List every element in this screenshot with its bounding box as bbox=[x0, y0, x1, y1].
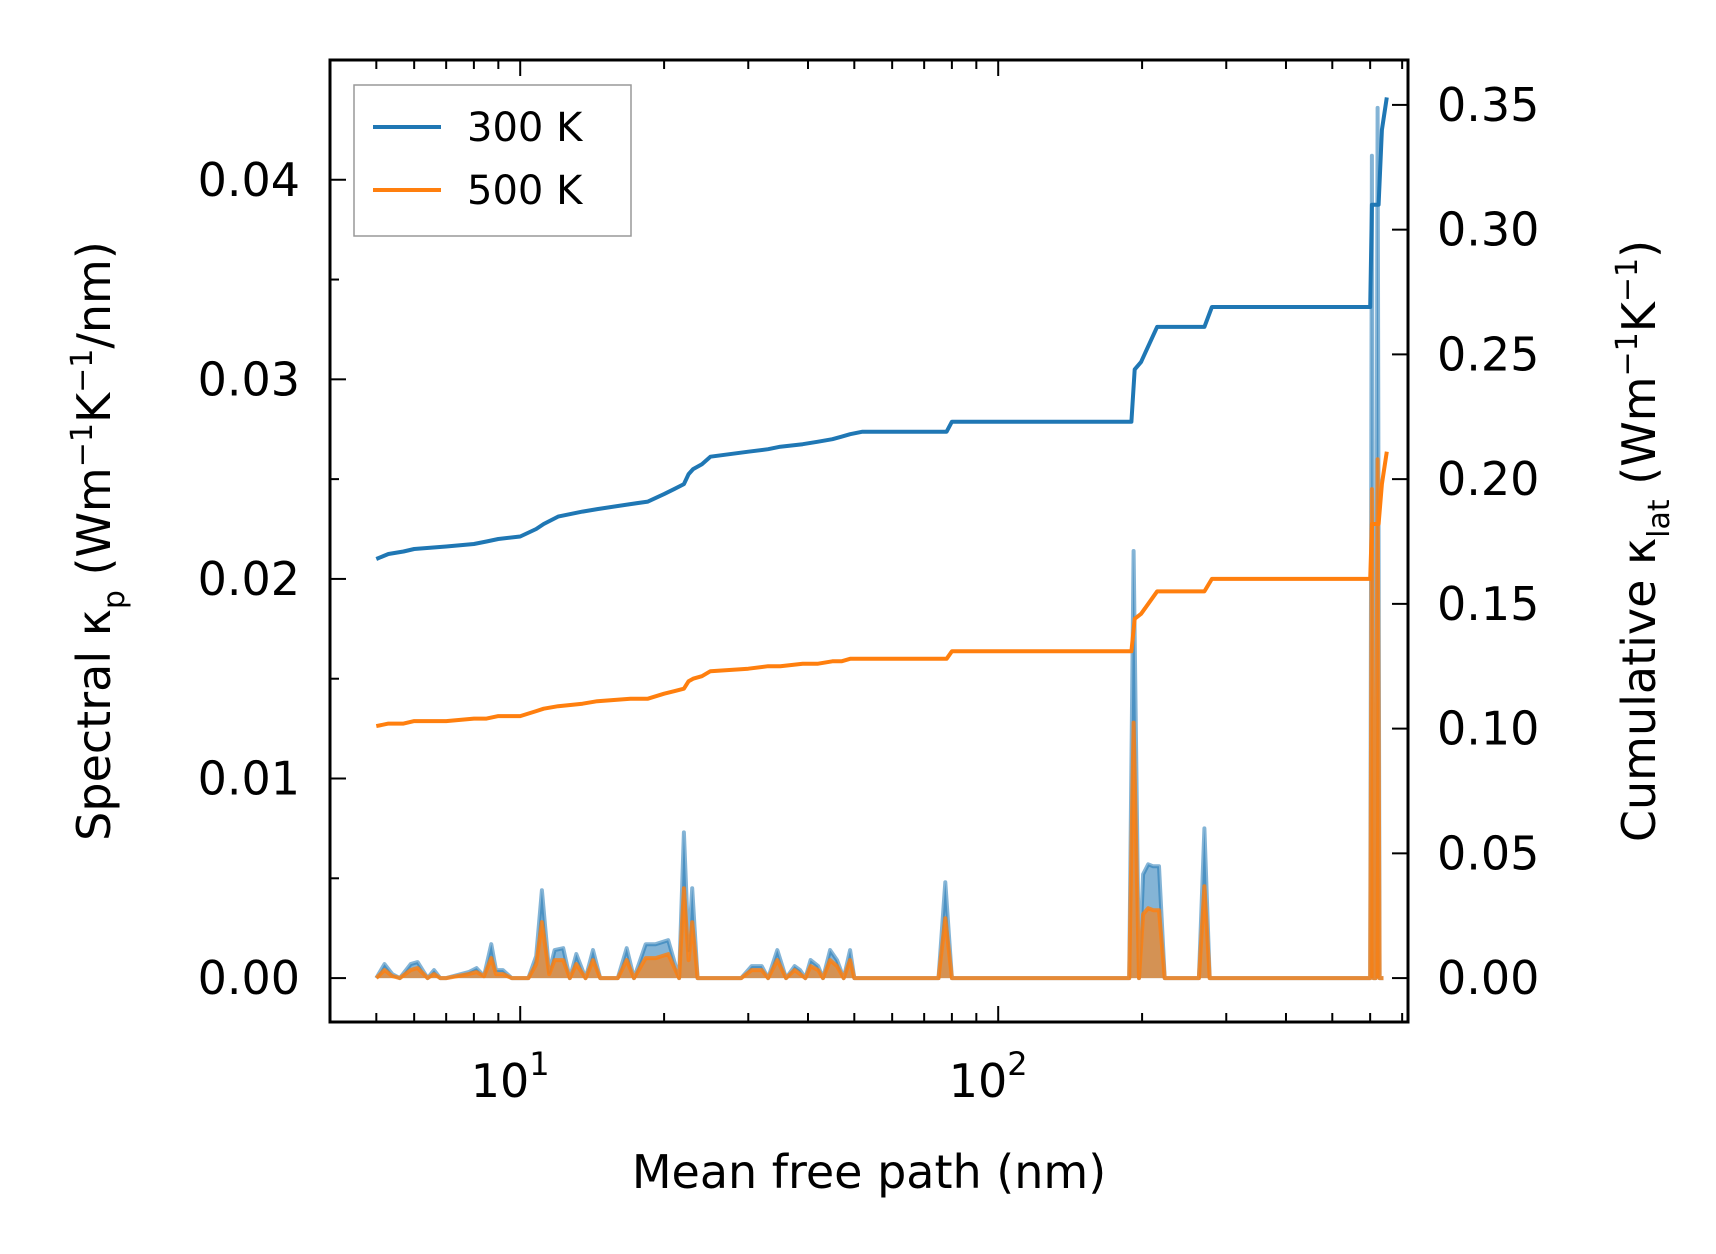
plot-area bbox=[374, 97, 1389, 981]
cumulative-line-300k bbox=[375, 97, 1389, 561]
x-tick-label: 102 bbox=[949, 1045, 1028, 1108]
legend: 300 K 500 K bbox=[353, 84, 632, 237]
y-tick-label-right: 0.10 bbox=[1437, 702, 1539, 756]
spectral-line-500k bbox=[374, 457, 1384, 981]
axes-frame bbox=[328, 58, 1410, 1024]
x-tick-label: 101 bbox=[471, 1045, 550, 1108]
y-tick-label-right: 0.35 bbox=[1437, 78, 1539, 132]
cumulative-line-500k bbox=[375, 451, 1389, 729]
y-tick-label-right: 0.20 bbox=[1437, 452, 1539, 506]
y-tick-label-left: 0.02 bbox=[198, 552, 300, 606]
ticks: 101 102 0.00 0.01 0.02 0.03 0.04 0.00 0.05 0.10 0.… bbox=[198, 60, 1539, 1108]
y-tick-label-right: 0.15 bbox=[1437, 577, 1539, 631]
legend-label-500k: 500 K bbox=[467, 168, 584, 214]
y-axis-label-right: Cumulative κlat (Wm−1K−1) bbox=[1610, 240, 1677, 842]
y-axis-label-left: Spectral κp (Wm−1K−1/nm) bbox=[65, 241, 132, 841]
y-tick-label-right: 0.00 bbox=[1437, 951, 1539, 1005]
y-tick-label-right: 0.25 bbox=[1437, 327, 1539, 381]
y-tick-label-left: 0.04 bbox=[198, 153, 300, 207]
y-tick-label-left: 0.00 bbox=[198, 951, 300, 1005]
y-tick-label-right: 0.05 bbox=[1437, 826, 1539, 880]
y-tick-label-left: 0.03 bbox=[198, 352, 300, 406]
legend-label-300k: 300 K bbox=[467, 105, 584, 151]
legend-box bbox=[353, 84, 632, 237]
x-axis-label: Mean free path (nm) bbox=[632, 1145, 1106, 1199]
y-tick-label-left: 0.01 bbox=[198, 752, 300, 806]
y-tick-label-right: 0.30 bbox=[1437, 203, 1539, 257]
